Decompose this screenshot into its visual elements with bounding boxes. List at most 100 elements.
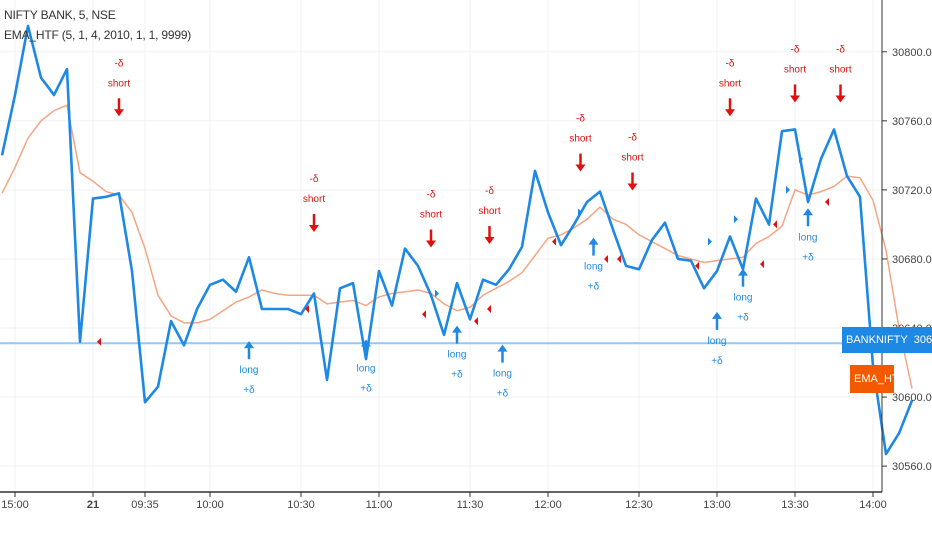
short-marker xyxy=(305,305,309,314)
short-signal: -δ short xyxy=(303,174,325,232)
short-marker xyxy=(552,237,556,246)
long-signal: long +δ xyxy=(584,237,603,293)
x-tick-label: 13:30 xyxy=(781,499,809,511)
x-tick-label: 12:00 xyxy=(534,499,562,511)
x-tick-label: 13:00 xyxy=(703,499,731,511)
banknifty-tag-value: 30631.15 xyxy=(913,334,932,346)
long-marker xyxy=(578,208,582,217)
signal-delta-label: -δ xyxy=(115,58,124,69)
signal-type-label: short xyxy=(829,64,851,75)
signal-delta-label: +δ xyxy=(711,356,723,367)
signals-layer: -δ short -δ short -δ short -δ short -δ short -δ sho… xyxy=(97,44,852,400)
signal-type-label: short xyxy=(478,206,500,217)
short-arrow-head xyxy=(835,95,846,103)
signal-delta-label: -δ xyxy=(628,133,637,144)
long-arrow-head xyxy=(452,325,462,333)
signal-delta-label: +δ xyxy=(737,313,749,324)
short-signal: -δ short xyxy=(784,44,806,103)
ema-htf-price-tag: EMA_HTF xyxy=(850,365,905,393)
long-arrow-head xyxy=(244,341,254,349)
y-tick-label: 30600.00 xyxy=(892,392,932,404)
short-signal: -δ short xyxy=(569,114,592,172)
indicator-legend: EMA_HTF (5, 1, 4, 2010, 1, 1, 9999) xyxy=(4,28,192,42)
signal-type-label: long xyxy=(584,262,603,273)
banknifty-tag-label: BANKNIFTY xyxy=(846,334,908,346)
signal-delta-label: +δ xyxy=(497,389,509,400)
short-marker xyxy=(604,254,608,263)
long-signal: long +δ xyxy=(448,325,467,381)
signal-type-label: long xyxy=(357,363,376,374)
price-axis[interactable]: 30560.0030600.0030640.0030680.0030720.00… xyxy=(882,47,932,473)
signal-type-label: long xyxy=(493,369,512,380)
x-tick-label: 10:00 xyxy=(196,499,224,511)
long-marker xyxy=(799,154,803,163)
long-signal: long +δ xyxy=(493,344,512,400)
signal-type-label: short xyxy=(303,194,325,205)
short-marker xyxy=(97,337,101,346)
signal-type-label: short xyxy=(108,78,130,89)
time-axis[interactable]: 15:00 21 09:35 10:00 10:30 11:00 11:30 12:00 12:… xyxy=(1,492,887,511)
signal-delta-label: -δ xyxy=(791,44,800,55)
signal-delta-label: -δ xyxy=(310,174,319,185)
signal-type-label: short xyxy=(784,64,806,75)
long-signal: long +δ xyxy=(240,341,258,396)
short-marker xyxy=(760,260,764,269)
long-signal: long +δ xyxy=(799,208,818,263)
price-series-line xyxy=(0,24,914,456)
signal-type-label: long xyxy=(734,293,753,304)
long-arrow-head xyxy=(738,268,748,276)
y-tick-label: 30720.00 xyxy=(892,185,932,197)
signal-delta-label: -δ xyxy=(576,114,585,125)
ema-htf-series-line xyxy=(1,104,913,389)
x-tick-label: 21 xyxy=(87,499,99,511)
signal-delta-label: -δ xyxy=(836,44,845,55)
long-signal: long +δ xyxy=(357,339,376,394)
short-arrow-head xyxy=(114,109,124,117)
short-arrow-head xyxy=(627,183,638,191)
long-signal: long +δ xyxy=(734,268,753,324)
short-arrow-head xyxy=(309,224,319,232)
short-arrow-head xyxy=(426,240,436,248)
short-signal: -δ short xyxy=(478,186,501,245)
signal-delta-label: +δ xyxy=(360,383,372,394)
x-tick-label: 15:00 xyxy=(1,499,29,511)
signal-type-label: short xyxy=(420,209,442,220)
short-signal: -δ short xyxy=(829,44,852,103)
signal-delta-label: -δ xyxy=(427,189,436,200)
long-marker xyxy=(435,289,439,298)
long-arrow-head xyxy=(497,344,508,352)
x-tick-label: 14:00 xyxy=(859,499,887,511)
signal-delta-label: +δ xyxy=(451,370,463,381)
signal-type-label: long xyxy=(448,350,467,361)
short-marker xyxy=(695,261,699,270)
short-marker xyxy=(422,310,426,319)
signal-delta-label: +δ xyxy=(802,252,814,263)
y-tick-label: 30800.00 xyxy=(892,47,932,59)
x-tick-label: 11:30 xyxy=(457,499,484,511)
y-tick-label: 30680.00 xyxy=(892,254,932,266)
long-arrow-head xyxy=(361,339,371,347)
chart-grid xyxy=(0,0,882,492)
ema-tag-label: EMA_HTF xyxy=(854,373,906,385)
x-tick-label: 12:30 xyxy=(625,499,653,511)
short-arrow-head xyxy=(725,109,735,117)
long-arrow-head xyxy=(803,208,813,216)
signal-type-label: short xyxy=(719,78,741,89)
y-tick-label: 30560.00 xyxy=(892,461,932,473)
signal-type-label: short xyxy=(569,134,591,145)
short-signal: -δ short xyxy=(719,58,741,117)
banknifty-price-tag: BANKNIFTY 30631.15 xyxy=(842,327,932,353)
short-arrow-head xyxy=(484,237,495,245)
signal-delta-label: -δ xyxy=(485,186,494,197)
signal-type-label: long xyxy=(799,232,818,243)
signal-delta-label: +δ xyxy=(243,385,255,396)
short-arrow-head xyxy=(790,95,800,103)
short-signal: -δ short xyxy=(420,189,442,248)
y-tick-label: 30760.00 xyxy=(892,116,932,128)
long-arrow-head xyxy=(588,237,599,245)
x-tick-label: 10:30 xyxy=(287,499,315,511)
long-signal: long +δ xyxy=(708,311,726,367)
series-layer xyxy=(0,24,914,456)
short-marker xyxy=(825,197,829,206)
